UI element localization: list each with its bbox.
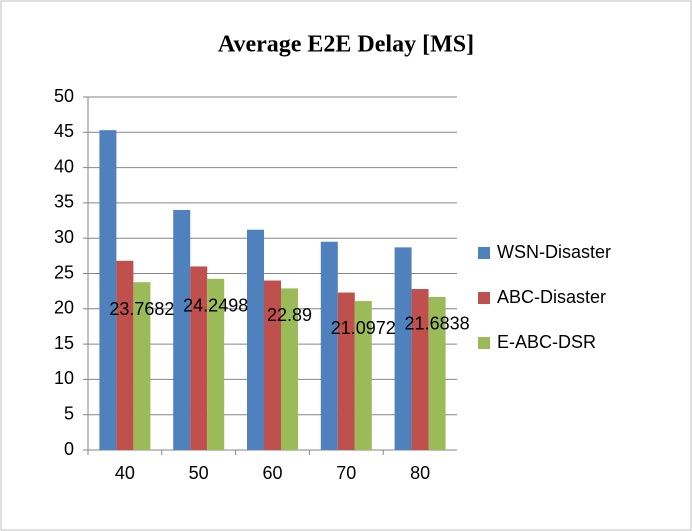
data-label: 21.6838: [405, 314, 470, 334]
bar: [247, 229, 264, 450]
y-tick-label: 15: [54, 333, 74, 353]
y-tick-label: 0: [64, 439, 74, 459]
y-tick-label: 45: [54, 121, 74, 141]
bar: [173, 209, 191, 450]
y-tick-label: 50: [54, 86, 74, 106]
bar: [281, 288, 298, 450]
bar: [133, 282, 151, 450]
legend-label: ABC-Disaster: [497, 287, 606, 307]
bar: [264, 280, 281, 450]
bar: [394, 247, 412, 450]
y-tick-label: 35: [54, 192, 74, 212]
y-tick-label: 40: [54, 156, 74, 176]
y-tick-label: 5: [64, 403, 74, 423]
bar: [411, 289, 429, 450]
data-label: 23.7682: [109, 299, 174, 319]
x-tick-label: 50: [189, 463, 209, 483]
chart-title: Average E2E Delay [MS]: [218, 32, 474, 58]
y-tick-label: 30: [54, 227, 74, 247]
x-tick-label: 60: [262, 463, 282, 483]
legend-swatch: [478, 337, 490, 349]
legend-swatch: [478, 247, 490, 259]
bar: [354, 301, 372, 450]
bar: [428, 296, 446, 450]
legend-label: WSN-Disaster: [497, 242, 611, 262]
legend-label: E-ABC-DSR: [497, 332, 596, 352]
bar: [116, 260, 134, 450]
y-tick-label: 20: [54, 298, 74, 318]
x-tick-label: 70: [336, 463, 356, 483]
x-tick-label: 80: [410, 463, 430, 483]
bar: [190, 266, 208, 450]
data-label: 21.0972: [331, 318, 396, 338]
bar: [320, 241, 338, 450]
legend-swatch: [478, 292, 490, 304]
data-label: 22.89: [267, 305, 312, 325]
y-tick-label: 25: [54, 262, 74, 282]
bar: [337, 292, 355, 450]
data-label: 24.2498: [183, 296, 248, 316]
x-tick-label: 40: [115, 463, 135, 483]
y-tick-label: 10: [54, 368, 74, 388]
bar: [99, 130, 117, 450]
bar: [207, 278, 225, 450]
